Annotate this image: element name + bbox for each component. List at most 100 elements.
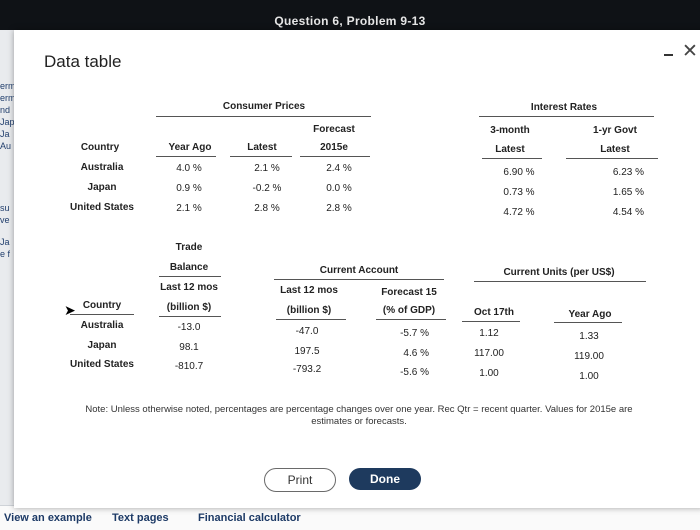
print-button[interactable]: Print [264, 468, 336, 492]
rule [230, 156, 292, 157]
ca-last-cell: 197.5 [294, 346, 320, 357]
rate-3m-cell: 0.73 % [503, 187, 535, 198]
bg-text: Ja [0, 129, 10, 139]
rate-1y-cell: 4.54 % [612, 207, 644, 218]
bottom-bar: View an example Text pages Financial cal… [0, 505, 700, 530]
ca-last-header-2: (billion $) [286, 305, 332, 316]
rule [376, 319, 446, 320]
trade-cell: 98.1 [179, 342, 199, 353]
col-latest: Latest [247, 142, 277, 153]
background-side-fragments: erm erm nd Jap Ja Au su ve Ja e f [0, 80, 16, 260]
rule [159, 316, 221, 317]
country-cell: Australia [80, 320, 124, 331]
rule [462, 321, 520, 322]
consumer-prices-header: Consumer Prices [222, 101, 306, 112]
rule [554, 322, 622, 323]
bg-text: Ja [0, 237, 10, 247]
window-title: Question 6, Problem 9-13 [274, 14, 426, 28]
bg-text: nd [0, 105, 11, 115]
col-country: Country [82, 300, 122, 311]
units-year-header: Year Ago [568, 309, 612, 320]
current-account-header: Current Account [319, 265, 399, 276]
trade-header-4: (billion $) [166, 302, 212, 313]
rule [156, 156, 216, 157]
rule [156, 116, 371, 117]
trade-cell: -13.0 [177, 322, 201, 333]
rule [274, 279, 444, 280]
bg-text: Jap [0, 117, 15, 127]
latest-cell: 2.8 % [254, 203, 280, 214]
year-ago-cell: 0.9 % [176, 183, 202, 194]
country-cell: Australia [80, 162, 124, 173]
ca-last-cell: -793.2 [292, 364, 322, 375]
forecast-cell: 2.8 % [326, 203, 352, 214]
col-1yr-top: 1-yr Govt [593, 125, 637, 136]
currency-units-header: Current Units (per US$) [503, 267, 615, 278]
dialog-title: Data table [44, 52, 122, 71]
units-year-cell: 1.33 [579, 331, 599, 342]
ca-forecast-header-1: Forecast 15 [381, 287, 437, 298]
close-icon[interactable]: ✕ [682, 41, 698, 62]
rate-3m-cell: 6.90 % [503, 167, 535, 178]
rule [566, 158, 658, 159]
bg-text: e f [0, 249, 11, 259]
interest-rates-header: Interest Rates [530, 102, 598, 113]
year-ago-cell: 4.0 % [176, 163, 202, 174]
units-oct-cell: 117.00 [474, 348, 504, 359]
view-example-link[interactable]: View an example [4, 512, 92, 524]
ca-forecast-cell: 4.6 % [403, 348, 429, 359]
country-cell: United States [70, 202, 134, 213]
ca-forecast-cell: -5.7 % [400, 328, 429, 339]
done-button[interactable]: Done [349, 468, 421, 490]
text-pages-link[interactable]: Text pages [112, 512, 169, 524]
col-year-ago: Year Ago [168, 142, 212, 153]
units-oct-cell: 1.12 [479, 328, 499, 339]
forecast-cell: 0.0 % [326, 183, 352, 194]
col-3month-bottom: Latest [495, 144, 525, 155]
trade-header-3: Last 12 mos [160, 282, 218, 293]
trade-header-2: Balance [169, 262, 209, 273]
col-forecast-bottom: 2015e [320, 142, 348, 153]
country-cell: Japan [87, 340, 117, 351]
col-3month-top: 3-month [490, 125, 530, 136]
mouse-cursor-icon: ➤ [64, 302, 76, 318]
units-oct-cell: 1.00 [479, 368, 499, 379]
ca-forecast-cell: -5.6 % [400, 367, 429, 378]
rate-3m-cell: 4.72 % [503, 207, 535, 218]
rule [479, 116, 654, 117]
units-oct-header: Oct 17th [473, 307, 514, 318]
bg-text: su [0, 203, 10, 213]
latest-cell: 2.1 % [254, 163, 280, 174]
country-cell: United States [70, 359, 134, 370]
latest-cell: -0.2 % [252, 183, 282, 194]
forecast-cell: 2.4 % [326, 163, 352, 174]
bg-text: ve [0, 215, 10, 225]
ca-last-cell: -47.0 [295, 326, 319, 337]
rule [159, 276, 221, 277]
bg-text: Au [0, 141, 12, 151]
rule [300, 156, 370, 157]
year-ago-cell: 2.1 % [176, 203, 202, 214]
data-table-dialog: Data table ✕ Consumer Prices Interest Ra… [14, 30, 700, 508]
bg-text: erm [0, 93, 16, 103]
trade-header-1: Trade [175, 242, 203, 253]
trade-cell: -810.7 [174, 361, 204, 372]
ca-last-header-1: Last 12 mos [280, 285, 338, 296]
units-year-cell: 119.00 [574, 351, 604, 362]
rule [70, 314, 134, 315]
footnote: Note: Unless otherwise noted, percentage… [85, 404, 633, 427]
minimize-button[interactable] [662, 44, 676, 64]
col-1yr-bottom: Latest [600, 144, 630, 155]
rule [482, 158, 542, 159]
rule [276, 319, 346, 320]
bg-text: erm [0, 81, 16, 91]
top-bar: Question 6, Problem 9-13 [0, 0, 700, 30]
financial-calculator-link[interactable]: Financial calculator [198, 512, 301, 524]
units-year-cell: 1.00 [579, 371, 599, 382]
rate-1y-cell: 6.23 % [612, 167, 644, 178]
col-forecast-top: Forecast [313, 124, 355, 135]
col-country: Country [80, 142, 120, 153]
ca-forecast-header-2: (% of GDP) [382, 305, 436, 316]
rule [474, 281, 646, 282]
country-cell: Japan [87, 182, 117, 193]
